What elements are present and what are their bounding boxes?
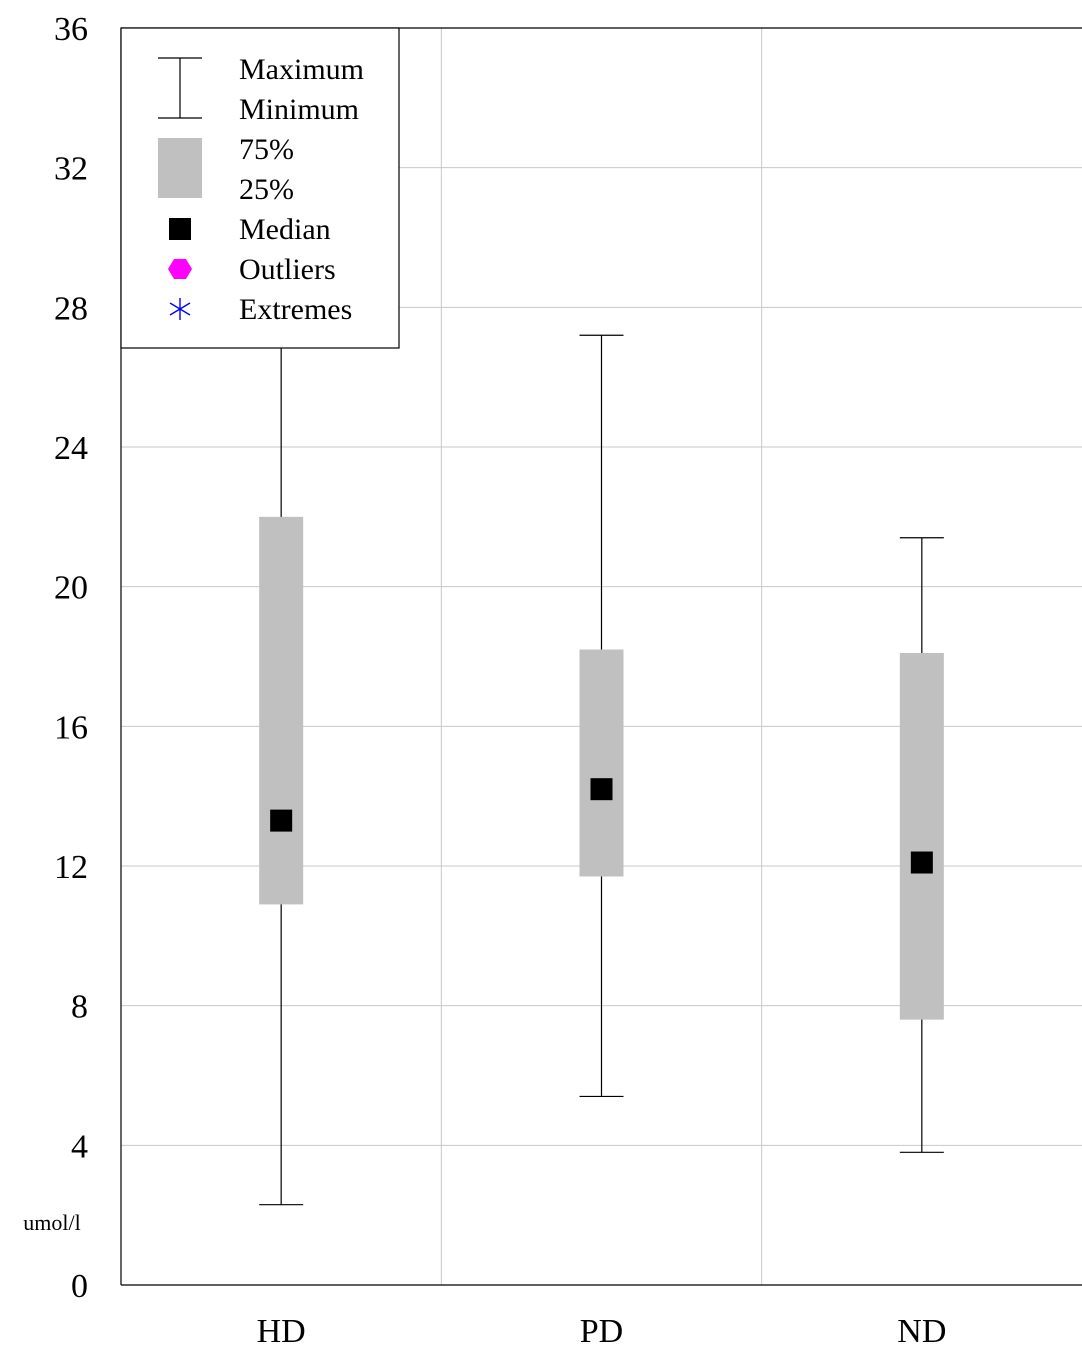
legend-whisker-icon — [158, 57, 202, 119]
y-axis-unit-label: umol/l — [23, 1210, 80, 1235]
median-marker — [270, 809, 293, 832]
y-tick-label: 32 — [54, 151, 88, 188]
iqr-box — [579, 649, 624, 877]
median-marker — [910, 851, 933, 874]
iqr-box — [899, 653, 944, 1020]
legend: Maximum Minimum 75% 25% Median Outliers … — [120, 27, 400, 349]
legend-q75-label: 75% — [239, 133, 294, 166]
y-tick-label: 24 — [54, 430, 88, 467]
legend-box-icon — [158, 138, 202, 198]
y-tick-label: 8 — [71, 989, 88, 1026]
legend-outliers-label: Outliers — [239, 253, 336, 286]
legend-outlier-icon — [168, 259, 192, 279]
legend-median-label: Median — [239, 213, 331, 246]
y-tick-label: 12 — [54, 849, 88, 886]
y-tick-label: 36 — [54, 11, 88, 48]
x-category-label: HD — [257, 1313, 306, 1350]
iqr-box — [259, 516, 304, 905]
legend-extremes-label: Extremes — [239, 293, 352, 326]
x-category-label: PD — [580, 1313, 623, 1350]
y-tick-label: 0 — [71, 1268, 88, 1305]
x-category-label: ND — [897, 1313, 946, 1350]
y-tick-label: 4 — [71, 1128, 88, 1165]
legend-q25-label: 25% — [239, 173, 294, 206]
legend-maximum-label: Maximum — [239, 53, 364, 86]
median-marker — [590, 778, 613, 801]
y-tick-label: 20 — [54, 570, 88, 607]
axes: 0 4 8 12 16 20 24 28 32 36 HD PD ND — [54, 11, 1082, 1350]
legend-minimum-label: Minimum — [239, 93, 359, 126]
y-tick-label: 28 — [54, 290, 88, 327]
y-tick-label: 16 — [54, 709, 88, 746]
box-series — [259, 306, 944, 1206]
legend-median-icon — [169, 218, 191, 240]
legend-extreme-icon — [169, 298, 191, 320]
